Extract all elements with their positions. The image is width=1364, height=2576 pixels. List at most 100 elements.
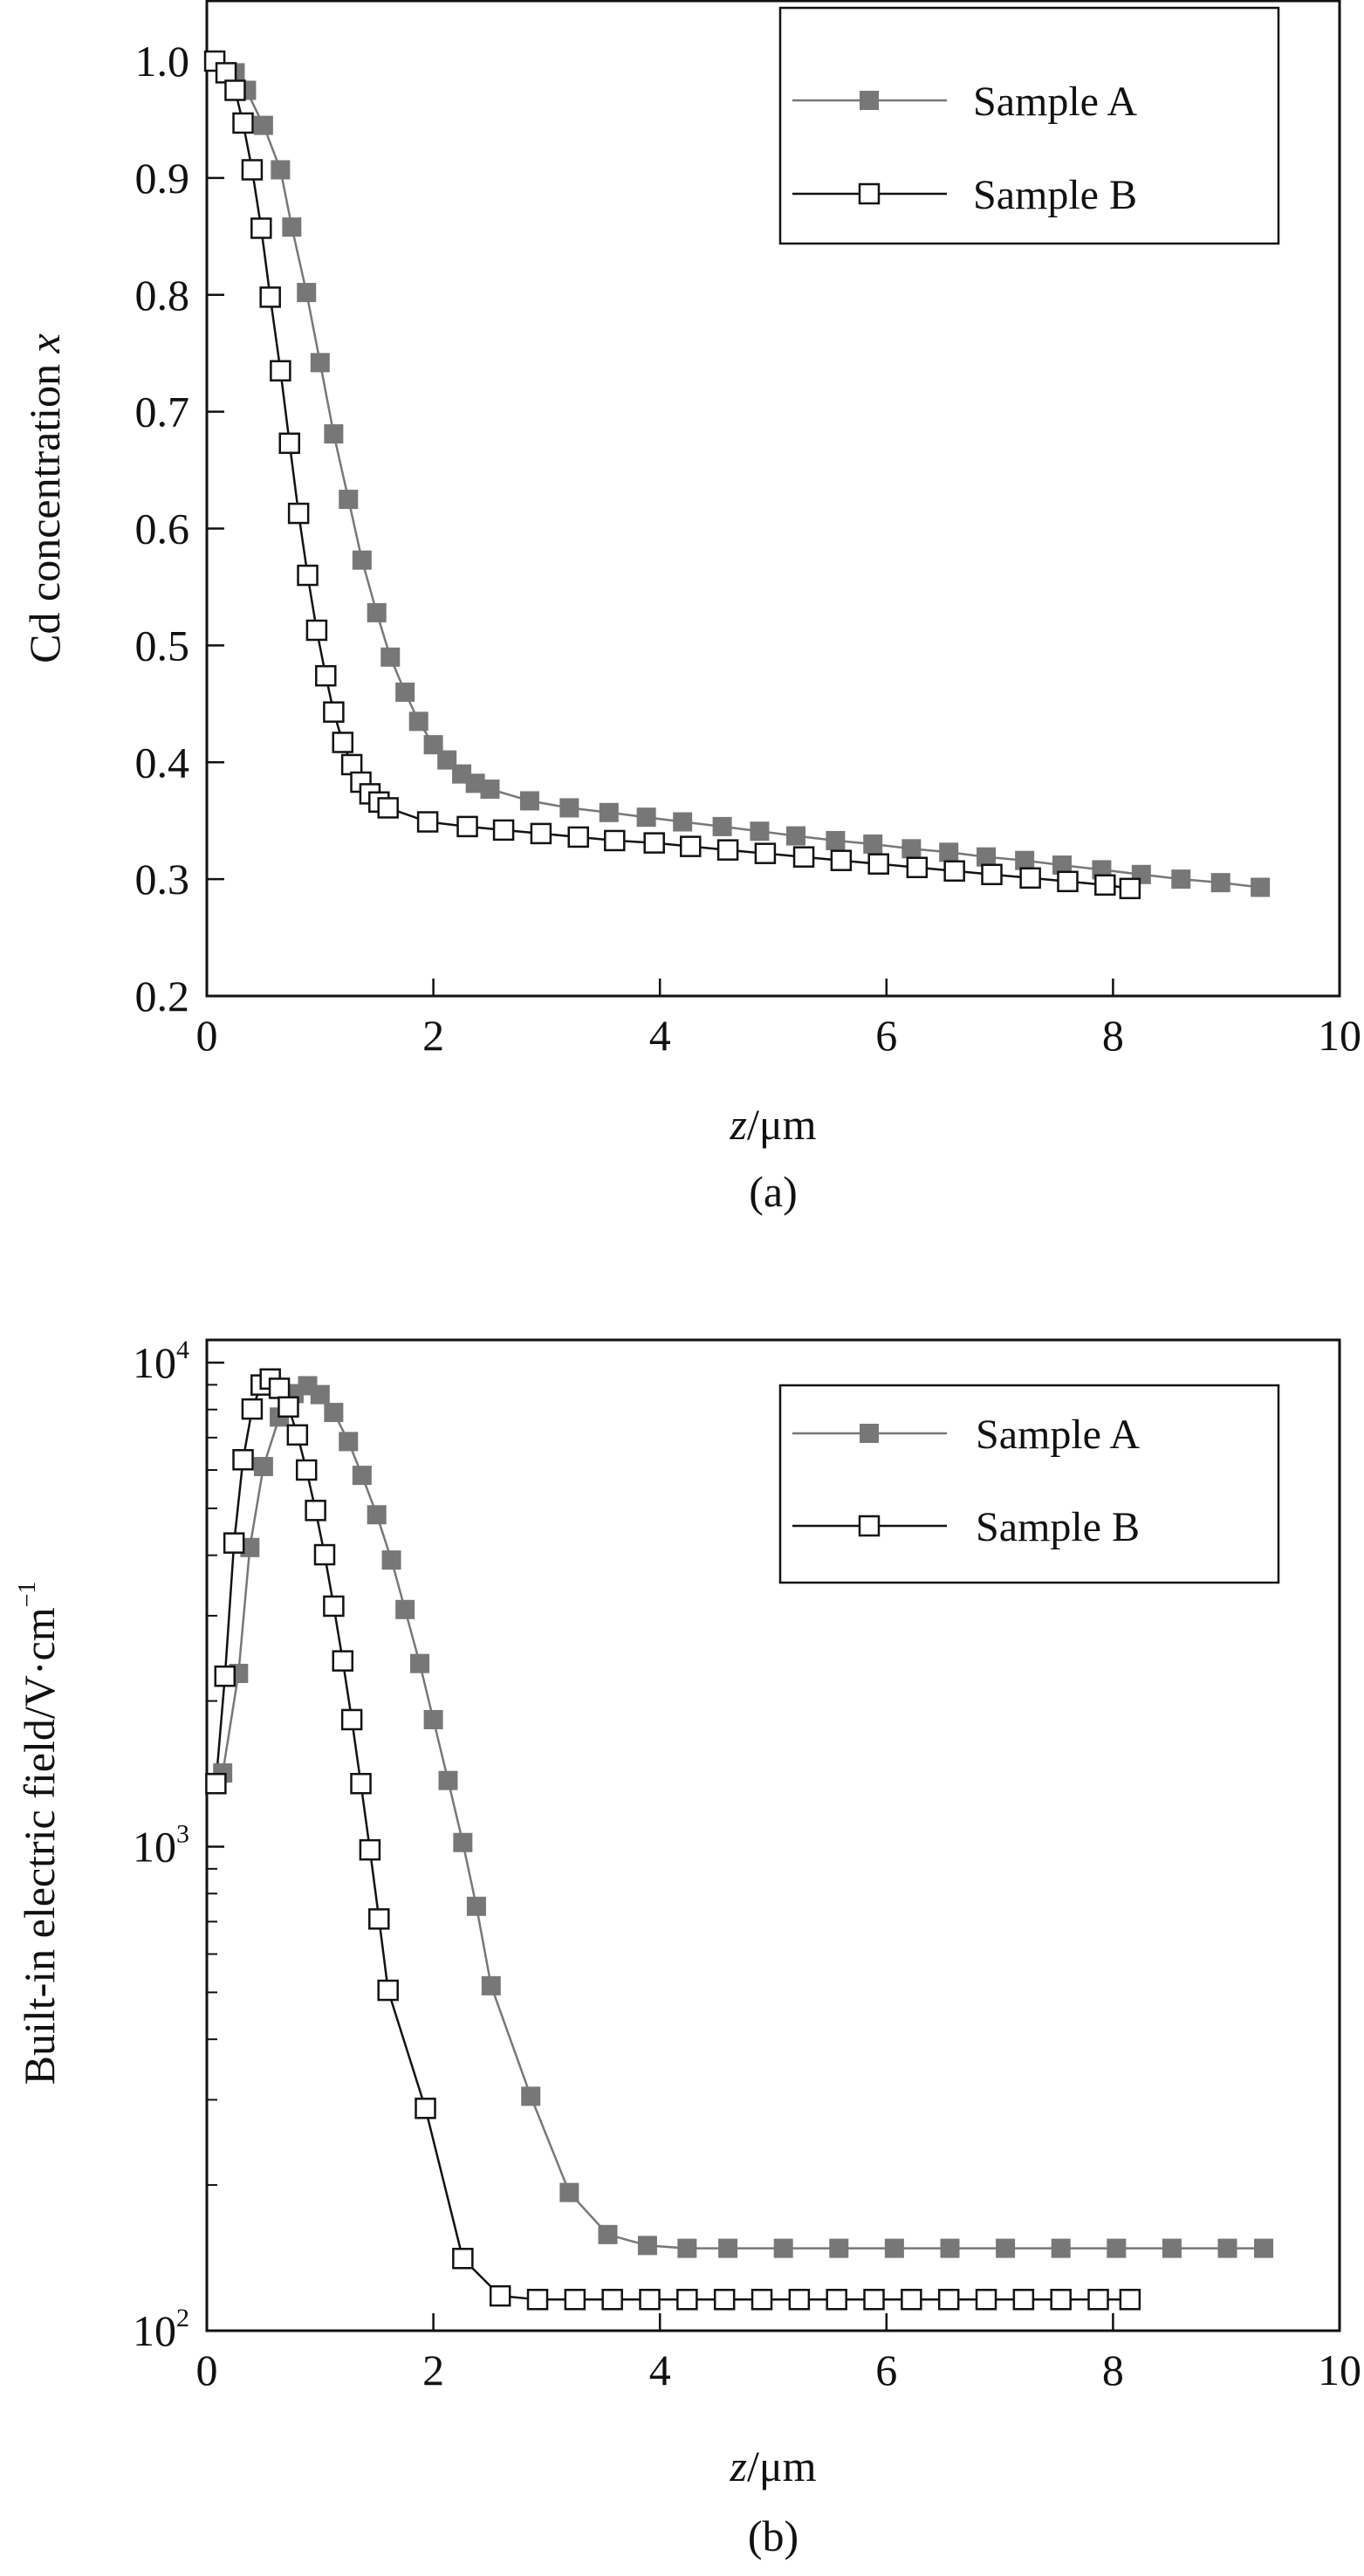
data-point-sample-a: [939, 842, 959, 862]
data-point-sample-b: [716, 839, 739, 861]
data-point-sample-b: [713, 2289, 736, 2311]
x-tick-label: 2: [422, 2346, 444, 2394]
data-point-sample-a: [380, 647, 401, 667]
data-point-sample-b: [639, 2289, 661, 2311]
data-point-sample-a: [637, 2236, 657, 2256]
y-tick-label: 0.5: [135, 621, 190, 670]
data-point-sample-b: [250, 217, 272, 239]
data-point-sample-a: [352, 550, 372, 570]
data-point-sample-b: [295, 1459, 318, 1481]
data-point-sample-a: [480, 780, 500, 800]
legend-box: [778, 6, 1280, 245]
data-point-sample-b: [359, 1838, 381, 1861]
data-point-sample-b: [643, 832, 665, 854]
data-point-sample-a: [465, 773, 485, 793]
x-tick-label: 4: [649, 1011, 671, 1060]
legend-label-sample-a: Sample A: [976, 1412, 1140, 1458]
data-point-sample-b: [751, 2289, 773, 2311]
x-axis-label: z/μm: [729, 1100, 816, 1149]
data-point-sample-a: [410, 1653, 430, 1673]
data-point-sample-a: [829, 2238, 849, 2258]
legend-label-sample-b: Sample B: [973, 172, 1137, 218]
data-point-sample-a: [1210, 873, 1230, 893]
data-point-sample-a: [339, 490, 359, 510]
y-tick-label: 104: [133, 1336, 189, 1387]
data-point-sample-a: [636, 807, 656, 828]
legend-label-sample-b: Sample B: [976, 1504, 1140, 1550]
data-point-sample-a: [750, 821, 770, 841]
data-point-sample-a: [408, 711, 428, 732]
data-point-sample-a: [521, 2086, 541, 2106]
data-point-sample-a: [599, 802, 619, 822]
data-point-sample-b: [863, 2289, 885, 2311]
data-point-sample-a: [437, 750, 457, 770]
data-point-sample-b: [268, 1377, 291, 1399]
data-point-sample-a: [352, 1466, 372, 1486]
legend-marker-sample-b: [858, 182, 881, 205]
data-point-sample-b: [1012, 2289, 1035, 2311]
data-point-sample-b: [313, 1543, 336, 1566]
data-point-sample-a: [1162, 2238, 1182, 2258]
data-point-sample-a: [367, 602, 387, 622]
data-point-sample-b: [332, 732, 354, 753]
data-point-sample-a: [367, 1505, 387, 1525]
data-point-sample-a: [282, 217, 302, 237]
data-point-sample-a: [481, 1975, 501, 1996]
data-point-sample-b: [526, 2289, 549, 2311]
data-point-sample-a: [423, 1709, 443, 1729]
data-point-sample-b: [340, 753, 363, 776]
data-point-sample-b: [259, 286, 281, 308]
x-tick-label: 6: [875, 1011, 897, 1060]
y-tick-label: 1.0: [135, 37, 190, 86]
data-point-sample-a: [901, 839, 922, 859]
data-point-sample-b: [489, 2284, 511, 2307]
panel-a-chart: 0 2 4 6 8 10 0.2 0.3 0.4 0.5 0.6 0.7 0.8 0.9 1.0 Sampl…: [20, 0, 1361, 1216]
y-tick-label: 103: [133, 1820, 189, 1872]
data-point-sample-b: [826, 2289, 847, 2311]
data-point-sample-a: [438, 1770, 458, 1790]
data-point-sample-b: [223, 1532, 245, 1554]
data-point-sample-b: [906, 856, 929, 878]
legend: Sample A Sample B: [778, 1384, 1280, 1584]
data-point-sample-a: [453, 1832, 473, 1852]
data-point-sample-b: [1019, 867, 1041, 890]
y-tick-label: 0.2: [135, 972, 190, 1020]
x-tick-label: 10: [1318, 1011, 1361, 1060]
data-point-sample-b: [315, 664, 337, 687]
x-tick-label: 2: [422, 1011, 444, 1060]
data-point-sample-a: [1052, 855, 1072, 876]
data-point-sample-b: [214, 1665, 236, 1687]
data-point-sample-b: [1119, 2289, 1141, 2311]
data-point-sample-b: [937, 2289, 960, 2311]
data-point-sample-a: [559, 798, 579, 818]
data-point-sample-a: [712, 816, 732, 836]
data-point-sample-b: [340, 1708, 363, 1731]
data-point-sample-a: [863, 834, 883, 854]
data-point-sample-b: [368, 1908, 390, 1930]
data-point-sample-a: [297, 283, 317, 303]
data-point-sample-a: [381, 1550, 401, 1570]
legend: Sample A Sample B: [778, 6, 1280, 245]
data-point-sample-b: [287, 502, 310, 525]
data-point-sample-a: [977, 847, 997, 867]
data-point-sample-a: [785, 826, 805, 846]
data-point-sample-b: [205, 1772, 227, 1795]
data-point-sample-a: [310, 1384, 330, 1405]
data-point-sample-b: [492, 819, 515, 841]
data-point-sample-a: [940, 2238, 960, 2258]
data-point-sample-b: [416, 811, 439, 833]
data-point-sample-b: [601, 2289, 623, 2311]
data-point-sample-b: [530, 822, 552, 845]
data-point-sample-b: [792, 846, 815, 868]
x-tick-label: 0: [196, 2346, 218, 2394]
data-point-sample-a: [1217, 2238, 1237, 2258]
data-point-sample-b: [278, 432, 301, 455]
x-tick-label: 10: [1318, 2346, 1361, 2394]
data-point-sample-b: [305, 1500, 326, 1522]
data-point-sample-b: [270, 360, 291, 382]
data-point-sample-b: [377, 797, 399, 819]
data-point-sample-b: [1119, 877, 1141, 900]
data-point-sample-b: [215, 62, 237, 84]
data-point-sample-b: [286, 1424, 309, 1446]
